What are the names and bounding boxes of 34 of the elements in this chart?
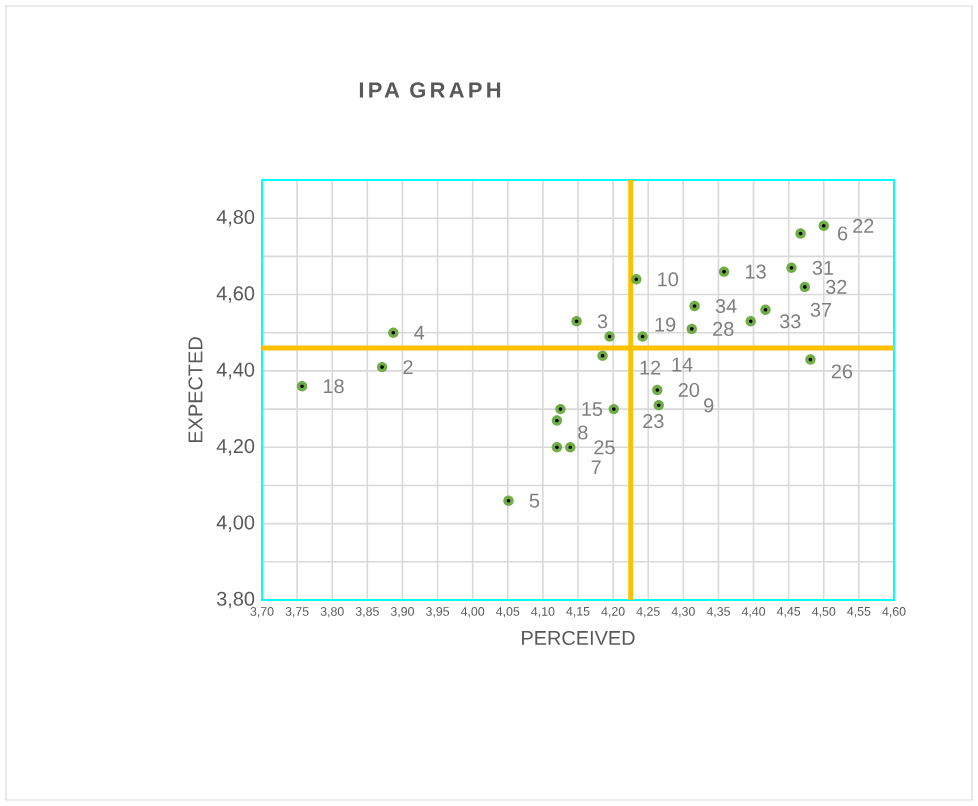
x-axis-title: PERCEIVED	[522, 630, 635, 646]
annotation: 8	[578, 425, 588, 440]
y-tick-label: 4,60	[216, 286, 255, 303]
annotation: 31	[812, 260, 834, 275]
annotation: 32	[825, 279, 847, 294]
annotation: 9	[704, 398, 714, 413]
annotation: 12	[640, 360, 661, 375]
y-tick-label: 4,40	[216, 362, 255, 380]
annotation: 6	[838, 226, 848, 241]
annotation: 13	[745, 264, 766, 279]
annotation: 37	[810, 302, 832, 317]
y-axis-title: EXPECTED	[188, 337, 203, 443]
annotation: 5	[529, 493, 540, 508]
annotation: 33	[779, 314, 801, 329]
annotation: 14	[672, 357, 693, 372]
annotation: 22	[853, 218, 874, 233]
annotation: 26	[831, 364, 853, 379]
annotation: 28	[713, 321, 734, 336]
y-tick-label: 4,80	[216, 209, 255, 227]
annotation: 2	[403, 360, 413, 375]
y-tick-label: 4,20	[216, 439, 255, 456]
annotation: 20	[678, 382, 700, 398]
annotation: 7	[591, 460, 601, 475]
annotation: 18	[323, 379, 344, 394]
annotation: 19	[655, 317, 676, 332]
annotation: 34	[715, 298, 737, 314]
annotation: 4	[414, 325, 425, 340]
annotation: 25	[594, 440, 615, 455]
annotation: 23	[643, 414, 664, 429]
annotation: 15	[582, 402, 603, 417]
chart-title: IPA GRAPH	[359, 82, 501, 98]
y-tick-label: 4,00	[216, 515, 255, 532]
annotation: 3	[597, 314, 608, 329]
annotation: 10	[658, 272, 679, 287]
